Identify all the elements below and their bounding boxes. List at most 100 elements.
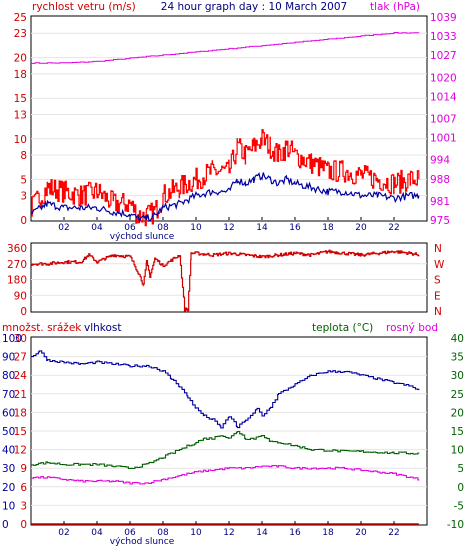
precip-y-tick-6: 6 (20, 482, 27, 494)
compass-label-s-2: S (434, 275, 441, 287)
direction-y-tick-360: 360 (7, 243, 27, 255)
compass-label-n-0: N (434, 243, 442, 255)
precip-y-tick-21: 21 (14, 389, 27, 401)
temperature-line (31, 430, 420, 470)
temperature-y-tick-5: 5 (457, 463, 464, 475)
precip-y-tick-9: 9 (20, 463, 27, 475)
temperature-y-tick-35: 35 (451, 352, 464, 364)
wind-y-tick-15: 15 (14, 93, 27, 105)
wind-direction-line (31, 249, 420, 312)
chart-title: 24 hour graph day : 10 March 2007 (161, 1, 347, 13)
pressure-y-tick-975: 975 (430, 215, 450, 227)
x-tick-label-08: 08 (157, 528, 169, 538)
x-tick-label-12: 12 (223, 223, 234, 233)
wind-y-tick-13: 13 (14, 109, 27, 121)
precip-y-tick-12: 12 (14, 445, 27, 457)
humidity-y-tick-70: 70 (2, 389, 15, 401)
compass-label-w-1: W (434, 259, 445, 271)
x-tick-label-22: 22 (388, 223, 399, 233)
dewpoint-axis-label: rosný bod (386, 322, 438, 334)
x-tick-label-02: 02 (58, 223, 69, 233)
direction-y-tick-90: 90 (14, 290, 27, 302)
temperature-axis-label: teplota (°C) (312, 322, 373, 334)
x-tick-label-22: 22 (388, 528, 399, 538)
wind-y-tick-3: 3 (20, 191, 27, 203)
pressure-line (31, 32, 420, 64)
dewpoint-line (31, 464, 420, 485)
humidity-y-tick-100: 100 (2, 333, 22, 345)
wind-y-tick-0: 0 (20, 215, 27, 227)
wind-y-tick-5: 5 (20, 174, 27, 186)
wind-speed-line (30, 172, 420, 223)
compass-label-n-4: N (434, 306, 442, 318)
humidity-y-tick-30: 30 (2, 463, 15, 475)
humidity-y-tick-50: 50 (2, 426, 15, 438)
wind-y-tick-20: 20 (14, 53, 27, 65)
precip-y-tick-30: 30 (14, 333, 27, 345)
pressure-y-tick-981: 981 (430, 196, 450, 208)
temperature-y-tick-20: 20 (451, 407, 464, 419)
x-tick-label-02: 02 (58, 528, 69, 538)
wind-y-tick-10: 10 (14, 134, 27, 146)
pressure-y-tick-1007: 1007 (430, 114, 457, 126)
x-tick-label-04: 04 (91, 223, 103, 233)
direction-y-tick-0: 0 (20, 306, 27, 318)
humidity-y-tick-80: 80 (2, 370, 15, 382)
panel-wind-frame (30, 15, 428, 222)
temperature-y-tick--10: -10 (447, 519, 464, 531)
wind-gust-line (31, 129, 420, 227)
x-tick-label-06: 06 (124, 223, 136, 233)
precip-y-tick-18: 18 (14, 407, 27, 419)
x-tick-label-08: 08 (157, 223, 169, 233)
x-tick-label-04: 04 (91, 528, 103, 538)
wind-y-tick-23: 23 (14, 28, 27, 40)
pressure-y-tick-994: 994 (430, 155, 450, 167)
x-tick-label-20: 20 (355, 528, 367, 538)
wind-y-tick-25: 25 (14, 12, 27, 24)
x-tick-label-20: 20 (355, 223, 367, 233)
wind-y-tick-18: 18 (14, 69, 27, 81)
humidity-y-tick-10: 10 (2, 500, 15, 512)
x-tick-label-10: 10 (190, 223, 202, 233)
x-tick-label-14: 14 (256, 528, 268, 538)
humidity-y-tick-90: 90 (2, 352, 15, 364)
temperature-y-tick-0: 0 (457, 482, 464, 494)
x-tick-label-18: 18 (322, 528, 334, 538)
direction-y-tick-270: 270 (7, 259, 27, 271)
direction-y-tick-180: 180 (7, 275, 27, 287)
humidity-axis-label: vlhkost (84, 322, 122, 334)
pressure-axis-label: tlak (hPa) (370, 1, 420, 13)
compass-label-e-3: E (434, 290, 441, 302)
x-tick-label-10: 10 (190, 528, 202, 538)
pressure-y-tick-1001: 1001 (430, 133, 457, 145)
humidity-y-tick-60: 60 (2, 407, 15, 419)
precip-y-tick-24: 24 (14, 370, 28, 382)
pressure-y-tick-1027: 1027 (430, 50, 457, 62)
x-tick-label-06: 06 (124, 528, 136, 538)
x-tick-label-12: 12 (223, 528, 234, 538)
temperature-y-tick-15: 15 (451, 426, 464, 438)
precip-axis-label: množst. srážek (2, 322, 82, 334)
temperature-y-tick-30: 30 (451, 370, 464, 382)
precip-y-tick-3: 3 (20, 500, 27, 512)
pressure-y-tick-988: 988 (430, 174, 450, 186)
sunrise-label-bottom: východ slunce (110, 537, 175, 547)
temperature-y-tick-25: 25 (451, 389, 464, 401)
temperature-y-tick-10: 10 (451, 445, 464, 457)
temperature-y-tick--5: -5 (454, 500, 464, 512)
humidity-y-tick-20: 20 (2, 482, 15, 494)
humidity-y-tick-0: 0 (2, 519, 9, 531)
temperature-y-tick-40: 40 (451, 333, 464, 345)
humidity-line (31, 350, 420, 429)
x-tick-label-16: 16 (289, 528, 301, 538)
sunrise-label-top: východ slunce (110, 232, 175, 242)
humidity-y-tick-40: 40 (2, 445, 15, 457)
pressure-y-tick-1020: 1020 (430, 72, 457, 84)
x-tick-label-16: 16 (289, 223, 301, 233)
pressure-y-tick-1014: 1014 (430, 91, 457, 103)
precip-y-tick-27: 27 (14, 352, 27, 364)
wind-speed-axis-label: rychlost vetru (m/s) (32, 1, 136, 13)
pressure-y-tick-1033: 1033 (430, 31, 457, 43)
x-tick-label-14: 14 (256, 223, 268, 233)
